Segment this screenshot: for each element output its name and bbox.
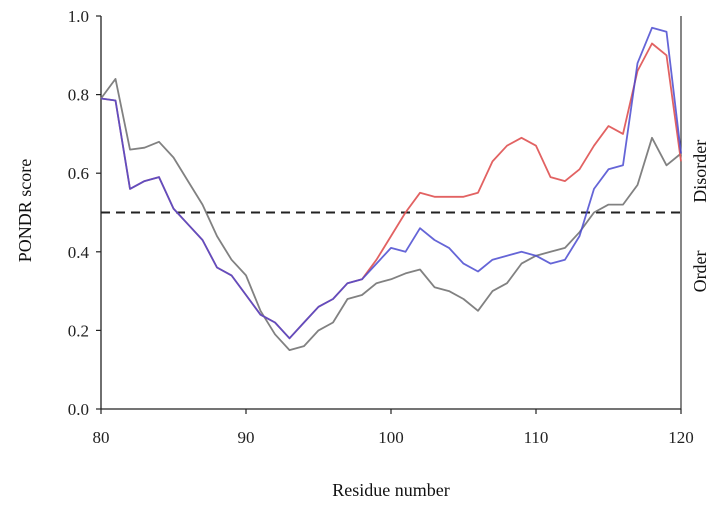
y-tick-label: 0.2	[68, 321, 89, 340]
y-tick-label: 0.4	[68, 243, 90, 262]
x-tick-label: 90	[238, 428, 255, 447]
y-tick-label: 0.6	[68, 164, 89, 183]
series-layer	[100, 26, 682, 352]
y-tick-label: 0.0	[68, 400, 89, 419]
x-tick-label: 110	[524, 428, 549, 447]
disorder-label: Disorder	[690, 140, 710, 203]
axes: 0.0 0.2 0.4 0.6 0.8 1.0 80 90 100 110 120	[68, 7, 694, 447]
order-label: Order	[690, 250, 710, 292]
x-tick-label: 80	[93, 428, 110, 447]
x-tick-label: 100	[378, 428, 404, 447]
series-line-2	[100, 26, 682, 340]
x-tick-label: 120	[668, 428, 694, 447]
x-axis-title: Residue number	[332, 480, 449, 500]
y-tick-label: 0.8	[68, 86, 89, 105]
y-axis-title: PONDR score	[15, 159, 35, 263]
labels-layer: Residue number PONDR score Order Disorde…	[15, 140, 710, 500]
series-line-3	[100, 78, 682, 352]
y-tick-label: 1.0	[68, 7, 89, 26]
